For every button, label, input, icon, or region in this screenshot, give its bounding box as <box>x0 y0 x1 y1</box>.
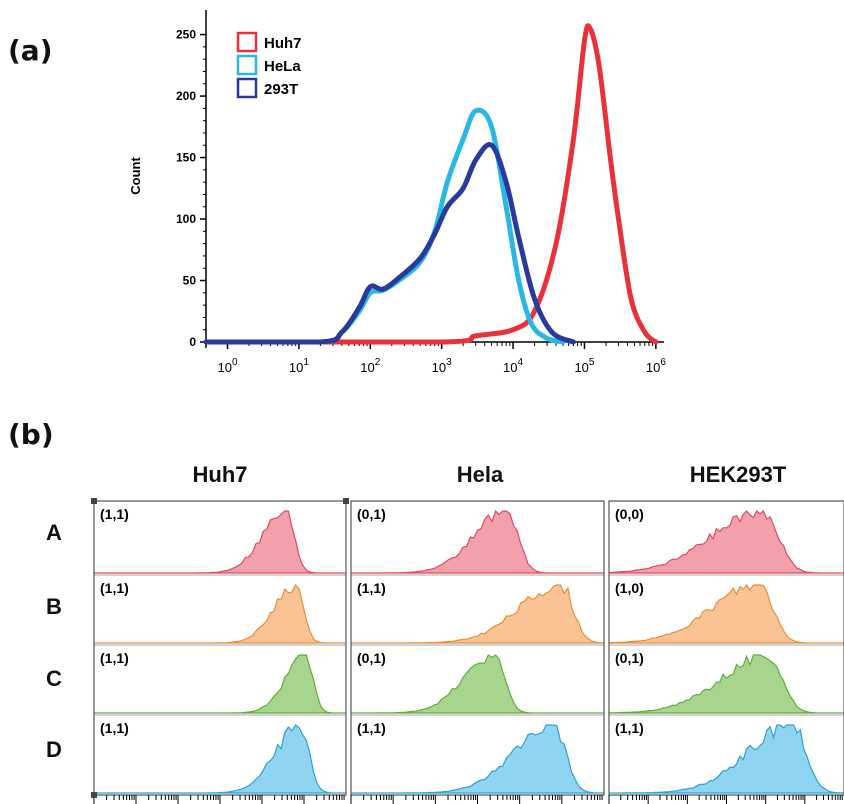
column-title-hek293t: HEK293T <box>689 462 787 487</box>
series-line-huh7 <box>203 23 659 345</box>
legend-label-293t: 293T <box>264 81 298 98</box>
panel-b-label: (b) <box>8 418 54 451</box>
corner-handle <box>91 498 97 504</box>
row-label-b: B <box>46 594 62 619</box>
corner-handle <box>91 792 97 798</box>
legend-swatch-hela <box>236 54 258 76</box>
row-label-a: A <box>46 520 62 545</box>
histogram-b-hek293t <box>608 583 844 644</box>
histogram-a-huh7 <box>94 510 346 574</box>
y-tick-label: 200 <box>176 89 196 103</box>
cell-score-label: (0,1) <box>357 506 386 522</box>
row-label-d: D <box>46 737 62 762</box>
histogram-d-hela <box>351 724 604 794</box>
cell-score-label: (0,1) <box>357 650 386 666</box>
cell-score-label: (1,1) <box>100 720 129 736</box>
histogram-c-hek293t <box>608 654 844 714</box>
y-tick-label: 0 <box>189 335 196 349</box>
histogram-a-hek293t <box>608 510 844 574</box>
legend-swatch-huh7 <box>236 31 258 53</box>
cell-score-label: (1,1) <box>615 720 644 736</box>
column-title-hela: Hela <box>456 462 504 487</box>
legend-swatch-293t <box>236 77 258 99</box>
corner-handle <box>343 498 349 504</box>
histogram-b-huh7 <box>94 583 346 644</box>
histogram-c-huh7 <box>94 654 346 714</box>
series-line-293t <box>203 142 576 345</box>
histogram-d-huh7 <box>94 724 346 794</box>
cell-score-label: (1,1) <box>357 580 386 596</box>
cell-score-label: (1,0) <box>615 580 644 596</box>
y-tick-label: 50 <box>183 274 197 288</box>
cell-score-label: (1,1) <box>100 506 129 522</box>
histogram-b-hela <box>351 584 605 644</box>
column-title-huh7: Huh7 <box>192 462 248 487</box>
histogram-d-hek293t <box>609 724 844 794</box>
y-tick-label: 250 <box>176 28 196 42</box>
cell-score-label: (1,1) <box>357 720 386 736</box>
row-label-c: C <box>46 666 62 691</box>
panel-a-label: (a) <box>8 34 53 67</box>
legend-label-hela: HeLa <box>264 58 301 75</box>
cell-score-label: (0,1) <box>615 650 644 666</box>
y-axis-label: Count <box>128 157 143 195</box>
cell-score-label: (0,0) <box>615 506 644 522</box>
y-tick-label: 100 <box>176 212 196 226</box>
legend-label-huh7: Huh7 <box>264 35 302 52</box>
histogram-a-hela <box>351 509 604 574</box>
cell-score-label: (1,1) <box>100 580 129 596</box>
y-tick-label: 150 <box>176 151 196 165</box>
cell-score-label: (1,1) <box>100 650 129 666</box>
histogram-c-hela <box>351 654 604 714</box>
